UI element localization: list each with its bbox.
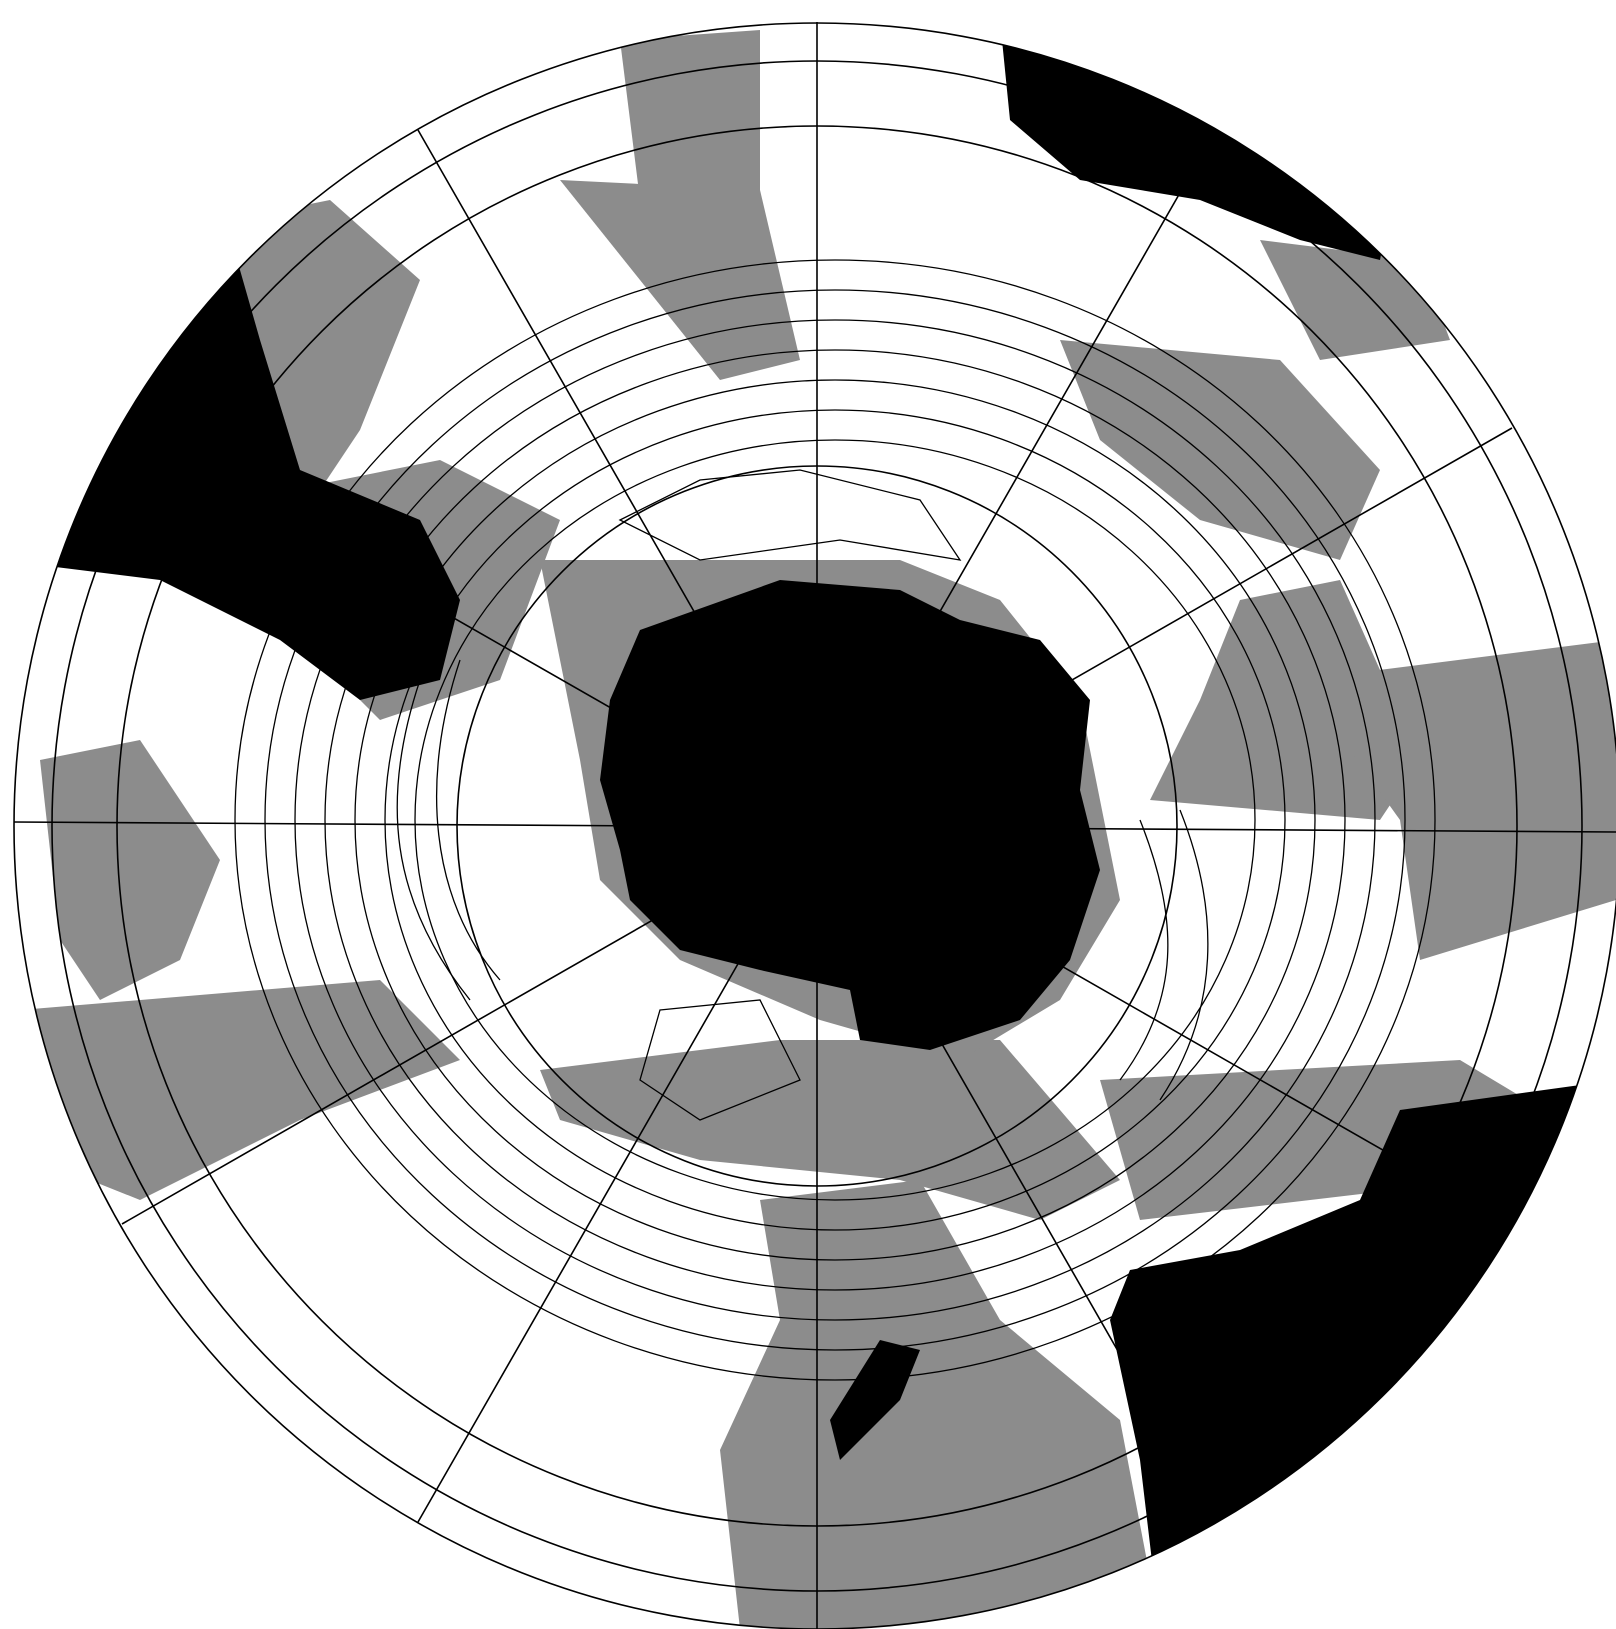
contours xyxy=(234,259,1436,1381)
contour xyxy=(294,319,1376,1321)
shallow-area xyxy=(620,30,760,230)
shallow-area xyxy=(1060,340,1380,560)
shallow-area xyxy=(1300,640,1616,960)
land-mass xyxy=(830,1340,920,1460)
graticule xyxy=(13,22,1616,1629)
contour xyxy=(396,659,1209,1101)
contour xyxy=(264,289,1406,1351)
contour xyxy=(639,999,801,1121)
shallow-area xyxy=(40,740,220,1000)
meridian xyxy=(121,427,1513,1225)
contour xyxy=(384,409,1286,1231)
contour xyxy=(324,349,1346,1291)
contour xyxy=(234,259,1436,1381)
contour xyxy=(618,469,962,561)
land-mass xyxy=(600,580,1100,1050)
shallow-area xyxy=(720,1180,1160,1629)
contour xyxy=(414,439,1256,1201)
contour xyxy=(354,379,1316,1261)
shallow-area xyxy=(1150,580,1420,820)
shallow-area xyxy=(20,980,460,1200)
shallow-area xyxy=(540,1040,1120,1220)
shallow-area xyxy=(560,180,800,380)
